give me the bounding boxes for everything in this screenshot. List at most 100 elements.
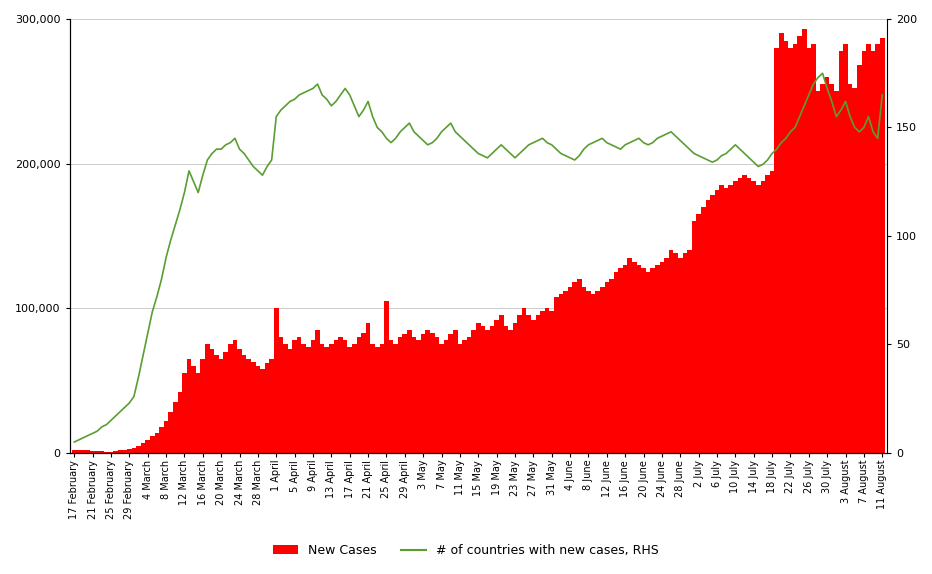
Bar (820, 84, 825, 453)
Bar (122, 450, 127, 453)
Bar (834, 91, 839, 453)
Bar (742, 175, 747, 453)
Bar (605, 282, 610, 453)
Bar (522, 308, 527, 453)
Bar (86, 450, 90, 453)
Bar (655, 265, 660, 453)
Bar (596, 291, 600, 453)
Bar (95, 451, 100, 453)
Bar (618, 267, 623, 453)
Bar (114, 451, 117, 453)
Bar (870, 51, 875, 453)
Bar (462, 340, 467, 453)
Bar (362, 333, 365, 453)
Bar (610, 280, 613, 453)
Bar (558, 294, 563, 453)
Bar (315, 330, 320, 453)
Bar (517, 316, 522, 453)
Bar (678, 258, 682, 453)
Bar (549, 311, 554, 453)
Bar (164, 421, 169, 453)
Bar (793, 44, 797, 453)
Bar (513, 323, 517, 453)
Bar (109, 452, 114, 453)
Bar (417, 340, 421, 453)
Bar (370, 344, 375, 453)
Bar (774, 48, 779, 453)
Bar (453, 330, 458, 453)
Bar (839, 51, 843, 453)
Bar (499, 316, 503, 453)
Bar (673, 253, 678, 453)
Bar (288, 349, 293, 453)
Bar (751, 181, 756, 453)
Bar (779, 33, 784, 453)
Bar (692, 222, 696, 453)
Bar (458, 344, 462, 453)
Bar (324, 347, 329, 453)
Bar (531, 320, 536, 453)
Bar (577, 280, 582, 453)
Bar (508, 330, 513, 453)
Bar (880, 38, 884, 453)
Bar (283, 344, 288, 453)
Bar (310, 340, 315, 453)
Bar (503, 325, 508, 453)
Bar (651, 267, 655, 453)
Bar (81, 450, 86, 453)
Bar (430, 333, 434, 453)
Bar (797, 36, 802, 453)
Bar (554, 297, 558, 453)
Bar (467, 337, 472, 453)
Bar (357, 337, 362, 453)
Bar (421, 334, 425, 453)
Bar (486, 330, 489, 453)
Bar (150, 436, 155, 453)
Bar (306, 347, 310, 453)
Bar (269, 359, 274, 453)
Bar (393, 344, 398, 453)
Bar (444, 340, 448, 453)
Bar (494, 320, 499, 453)
Bar (536, 316, 541, 453)
Bar (425, 330, 430, 453)
Bar (260, 369, 265, 453)
Bar (687, 250, 692, 453)
Bar (365, 323, 370, 453)
Bar (329, 344, 334, 453)
Bar (238, 349, 241, 453)
Bar (214, 355, 219, 453)
Bar (398, 337, 403, 453)
Bar (169, 412, 173, 453)
Bar (241, 355, 246, 453)
Bar (788, 48, 793, 453)
Bar (857, 65, 861, 453)
Bar (173, 402, 177, 453)
Bar (407, 330, 412, 453)
Bar (724, 188, 729, 453)
Bar (811, 44, 816, 453)
Bar (448, 334, 453, 453)
Bar (866, 44, 870, 453)
Bar (825, 77, 829, 453)
Bar (219, 359, 224, 453)
Bar (251, 362, 255, 453)
Bar (439, 344, 444, 453)
Bar (136, 445, 141, 453)
Bar (100, 451, 104, 453)
Bar (131, 448, 136, 453)
Bar (210, 349, 214, 453)
Bar (352, 344, 357, 453)
Bar (853, 88, 857, 453)
Bar (293, 340, 297, 453)
Bar (848, 84, 853, 453)
Bar (127, 449, 131, 453)
Bar (591, 294, 596, 453)
Bar (274, 308, 279, 453)
Bar (476, 323, 481, 453)
Bar (76, 450, 81, 453)
Bar (682, 253, 687, 453)
Bar (389, 340, 393, 453)
Bar (334, 340, 338, 453)
Bar (182, 373, 186, 453)
